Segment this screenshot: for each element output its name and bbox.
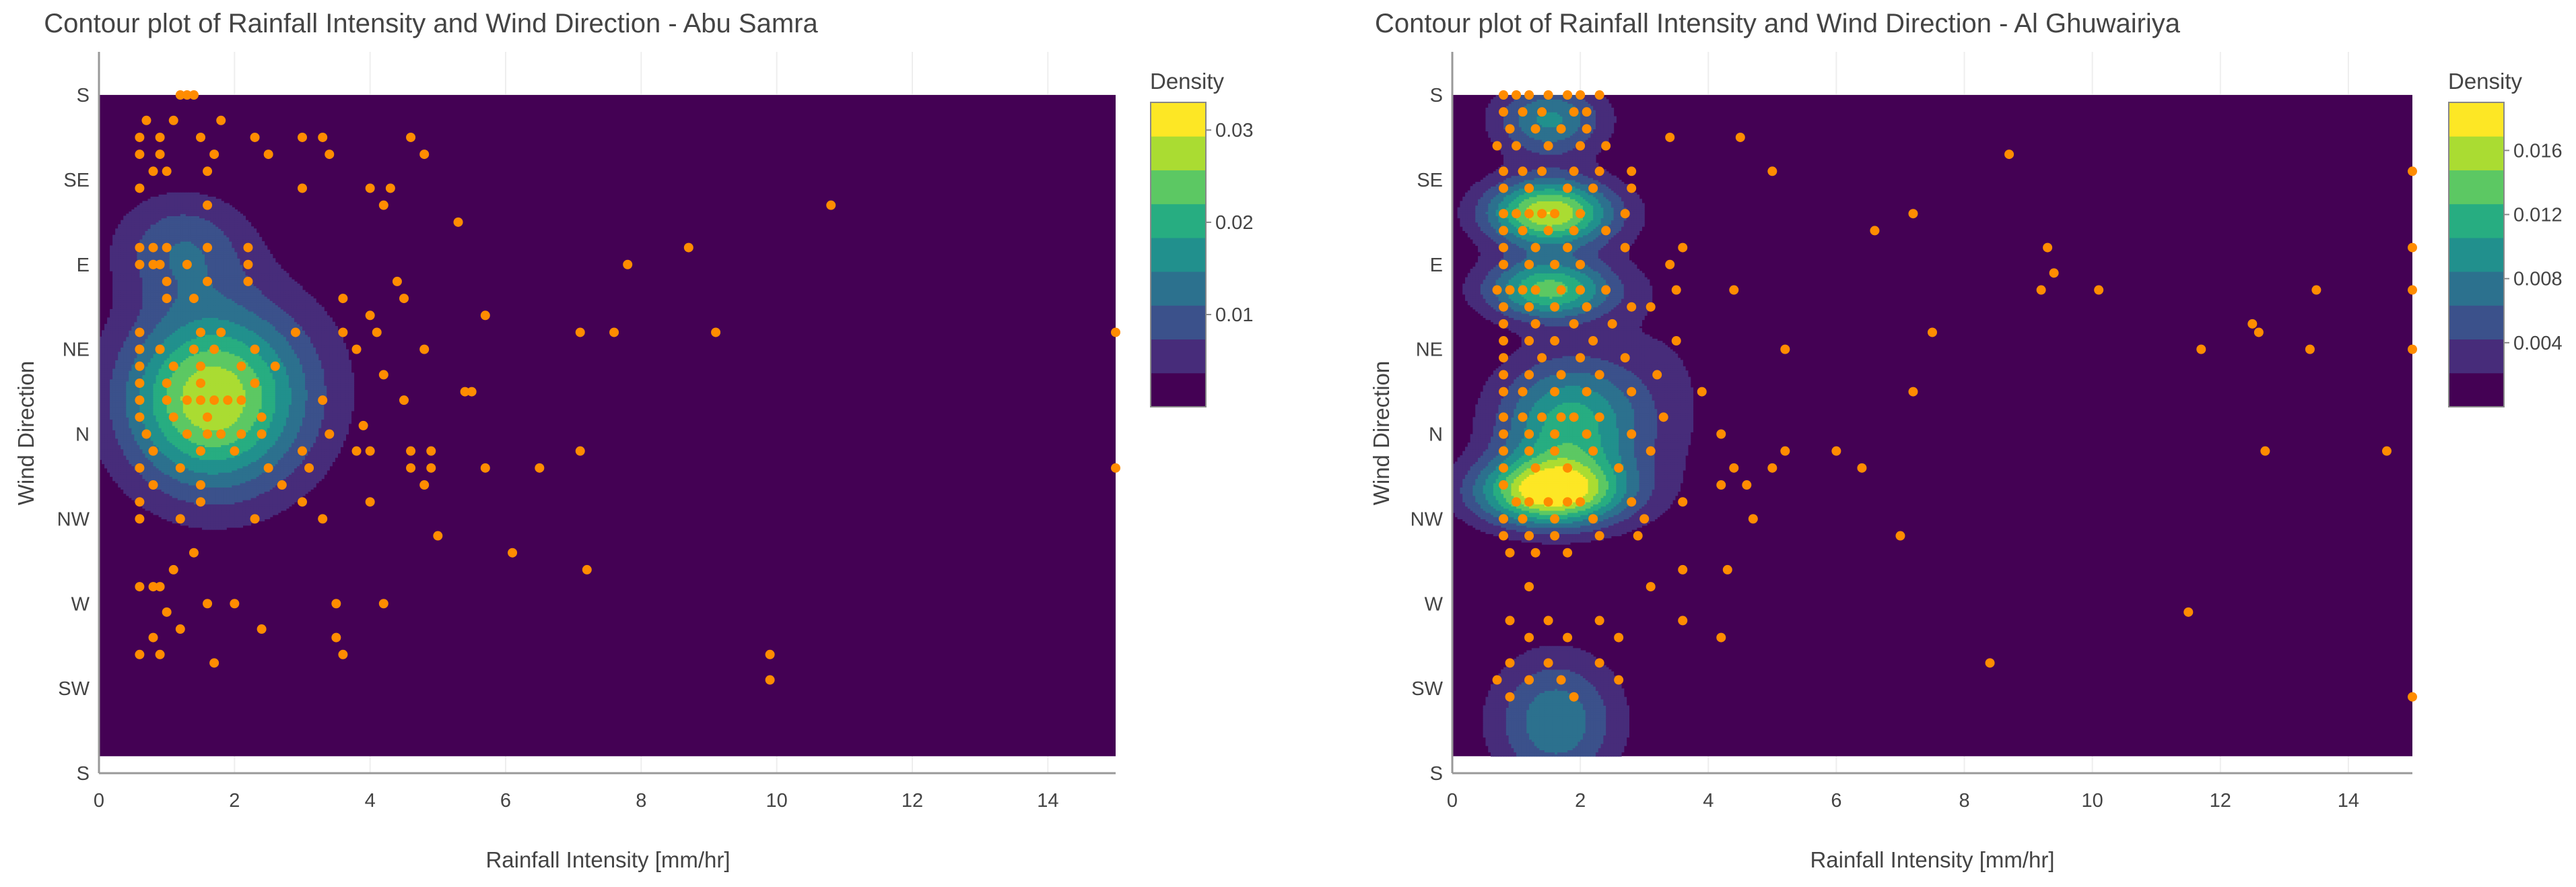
chart-abu-samra: Contour plot of Rainfall Intensity and W… [13,9,1253,872]
figure: Contour plot of Rainfall Intensity and W… [0,0,2576,887]
chart-title: Contour plot of Rainfall Intensity and W… [44,9,818,38]
contour-plot-area[interactable] [99,52,1120,773]
